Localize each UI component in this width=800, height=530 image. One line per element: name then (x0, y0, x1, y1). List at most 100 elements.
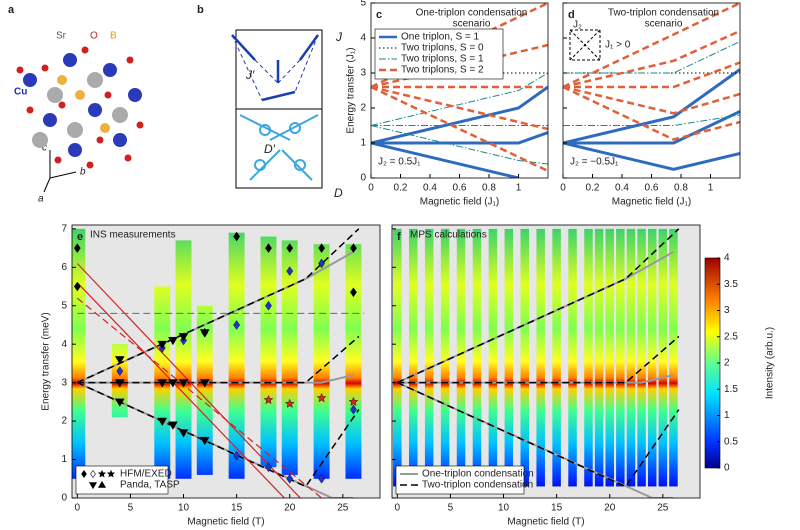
legend-symbol (81, 469, 87, 479)
o-atom (81, 46, 89, 54)
data-point (178, 333, 189, 342)
intensity-stripe (456, 228, 466, 487)
data-point (73, 281, 81, 292)
x-tick-label: 20 (604, 503, 616, 514)
inset-label: J₁ > 0 (605, 40, 631, 51)
x-tick-label: 0 (395, 503, 401, 514)
intensity-stripe (536, 228, 545, 487)
annotation: J₂ = 0.5J₁ (378, 157, 421, 168)
intensity-stripe (196, 305, 213, 475)
x-tick-label: 1 (516, 183, 522, 194)
coupling-label: D′ (264, 142, 276, 156)
cu-atom (128, 88, 142, 102)
data-point (199, 329, 210, 338)
x-tick-label: 0.8 (674, 183, 688, 194)
data-point (178, 429, 189, 438)
y-tick-label: 4 (360, 33, 366, 44)
series-line (563, 3, 740, 141)
colorbar-tick-label: 0 (724, 463, 730, 474)
legend-label: Two triplons, S = 2 (401, 65, 484, 76)
panel-label: e (77, 231, 83, 243)
colorbar-tick-label: 1.5 (724, 384, 738, 395)
x-axis-label: Magnetic field (T) (507, 517, 584, 528)
x-tick-label: 0.4 (615, 183, 629, 194)
o-atom (124, 154, 132, 162)
coupling-diagram: b J J′ D′ D (197, 4, 343, 200)
y-tick-label: 4 (61, 339, 67, 350)
x-tick-label: 0 (75, 503, 81, 514)
legend-box (395, 465, 525, 495)
axis-label: c (42, 143, 47, 154)
atom-label: Cu (14, 87, 27, 98)
x-tick-label: 25 (337, 503, 349, 514)
legend-box (75, 465, 169, 495)
sr-atom (87, 72, 103, 88)
intensity-stripe (605, 228, 614, 487)
data-point (348, 396, 359, 406)
legend-symbol (90, 469, 96, 479)
plot-area (393, 228, 680, 498)
intensity-stripe (393, 228, 402, 487)
x-tick-label: 0 (368, 183, 374, 194)
x-tick-label: 10 (498, 503, 510, 514)
o-atom (26, 106, 34, 114)
colorbar-tick-label: 2.5 (724, 331, 738, 342)
intensity-stripe (313, 244, 330, 479)
cu-atom (43, 113, 57, 127)
cu-atom (23, 73, 37, 87)
cu-atom (63, 53, 77, 67)
legend-label: One-triplon condensation (422, 469, 534, 480)
o-atom (54, 156, 62, 164)
data-point (116, 366, 124, 376)
data-point (233, 231, 241, 242)
series-line (396, 228, 680, 488)
legend-label: Panda, TASP (120, 480, 180, 491)
dm-bond (239, 114, 319, 181)
colorbar-tick-label: 4 (724, 253, 730, 264)
data-point (316, 392, 327, 403)
data-point (168, 379, 178, 388)
x-tick-label: 15 (231, 503, 243, 514)
cu-atom (103, 63, 117, 77)
series-line (371, 85, 548, 178)
y-tick-label: 7 (61, 223, 67, 234)
intensity-stripe (260, 236, 277, 468)
colorbar-tick-label: 2 (724, 358, 730, 369)
coupling-label: D (334, 186, 343, 200)
legend-symbol (88, 482, 98, 490)
data-point (265, 462, 272, 473)
data-point (265, 300, 272, 311)
chart-panel: 0 0.2 0.4 0.6 0.8 1 0 1 2 3 4 5 c One-triplon condens… (346, 0, 549, 208)
panel-label: f (397, 231, 401, 243)
series-line (371, 72, 548, 165)
x-tick-label: 1 (708, 183, 714, 194)
inset-diag (569, 29, 601, 61)
legend-label: Two triplons, S = 1 (401, 54, 484, 65)
data-point (284, 398, 295, 408)
inset-label: J₂ (573, 20, 582, 31)
y-tick-label: 3 (61, 377, 67, 388)
data-point (168, 421, 178, 430)
data-point (178, 379, 189, 388)
y-tick-label: 3 (360, 68, 366, 79)
axis-arrow (49, 171, 77, 179)
intensity-stripe (488, 228, 498, 487)
dimer-bond (231, 34, 320, 102)
data-point (233, 450, 241, 461)
x-tick-label: 0.6 (645, 183, 659, 194)
x-axis-label: Magnetic field (J₁) (420, 197, 500, 208)
intensity-stripe (440, 228, 450, 487)
b-atom (100, 123, 110, 133)
chart-title: Two-triplon condensation (608, 8, 719, 19)
sr-atom (47, 87, 63, 103)
panel-label: b (197, 4, 204, 16)
legend-label: Two triplons, S = 0 (401, 43, 484, 54)
panel-label: a (8, 4, 15, 16)
colorbar-tick-label: 1 (724, 410, 730, 421)
axis-label: b (80, 167, 86, 178)
o-atom (136, 121, 144, 129)
crystal-structure: a Sr O B Cu c b a (8, 4, 144, 205)
atom-label: O (90, 31, 98, 42)
x-tick-label: 0.2 (586, 183, 600, 194)
